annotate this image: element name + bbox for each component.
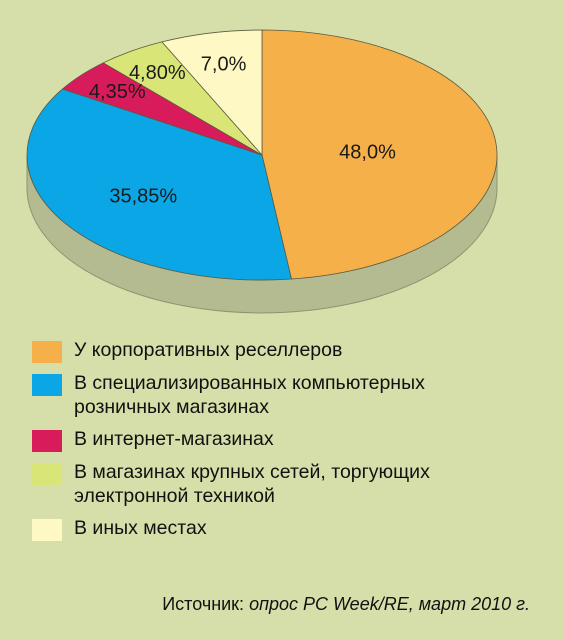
source-text: опрос PC Week/RE, март 2010 г. [249,594,530,614]
legend-swatch [32,519,62,541]
slice-value-label: 4,80% [129,62,186,84]
slice-value-label: 4,35% [89,81,146,103]
legend-swatch [32,430,62,452]
legend-label: В интернет-магазинах [74,428,274,450]
legend-label-line2: электронной техникой [74,485,275,507]
legend-label-line2: розничных магазинах [74,396,269,418]
legend-item-corporate-resellers: У корпоративных реселлеров [32,338,542,363]
pie-labels: 48,0% 35,85% 4,35%4,80% 7,0% [89,54,396,208]
pie-slice [261,29,498,280]
legend-item-electronics-chains: В магазинах крупных сетей, торгующих эле… [32,460,542,508]
slice-value-label: 35,85% [109,186,177,208]
pie-chart: 48,0% 35,85% 4,35%4,80% 7,0% [26,29,498,314]
pie-slices [26,29,498,281]
slice-value-label: 7,0% [201,54,247,76]
legend-label: В магазинах крупных сетей, торгующих [74,461,430,483]
legend-item-computer-stores: В специализированных компьютерных рознич… [32,371,542,419]
legend-swatch [32,374,62,396]
pie-slice [161,29,263,157]
source-label: Источник: [162,594,245,614]
legend-label: В специализированных компьютерных [74,372,425,394]
pie-slice [26,88,292,281]
legend-label: В иных местах [74,517,207,539]
legend-swatch [32,341,62,363]
slice-value-label: 48,0% [339,142,396,164]
legend-item-other-places: В иных местах [32,516,542,541]
source-note: Источник: опрос PC Week/RE, март 2010 г. [162,594,530,615]
legend-label: У корпоративных реселлеров [74,339,343,361]
legend-swatch [32,463,62,485]
legend-item-online-stores: В интернет-магазинах [32,427,542,452]
legend: У корпоративных реселлеров В специализир… [32,338,542,549]
